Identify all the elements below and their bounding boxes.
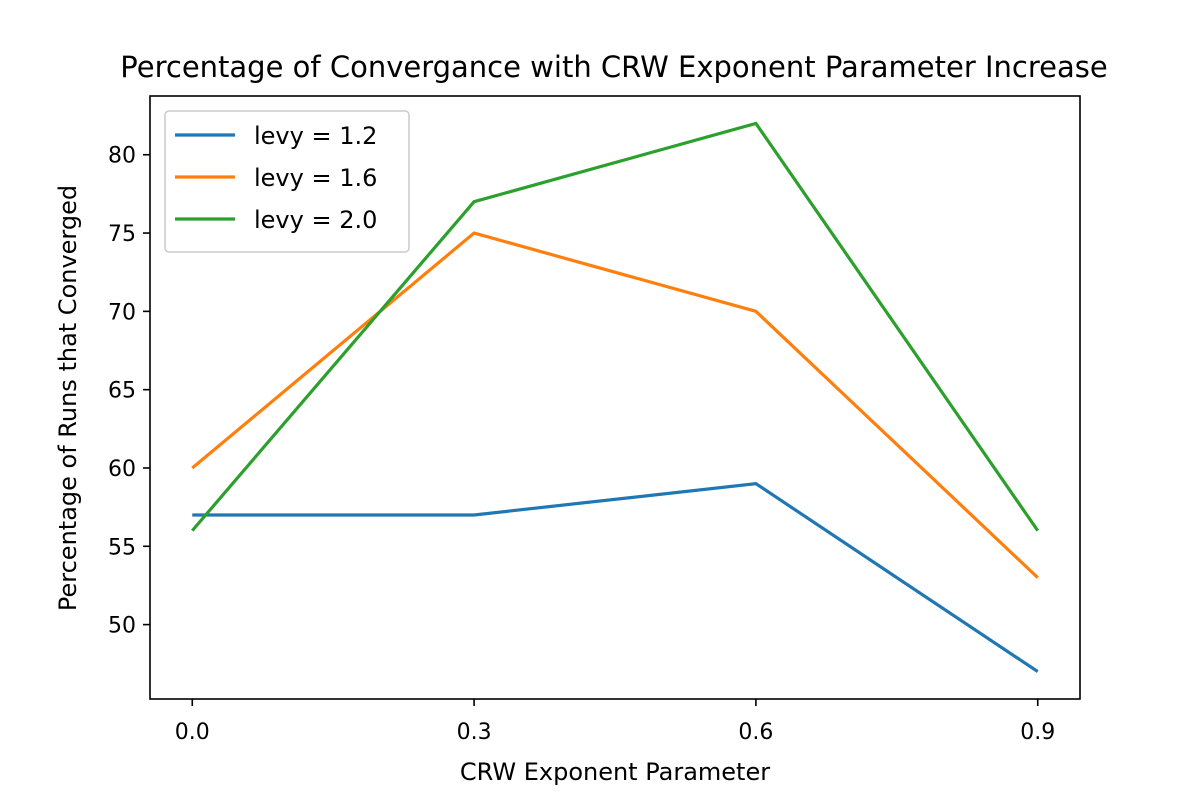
- x-tick-label: 0.6: [738, 720, 773, 745]
- legend: levy = 1.2 levy = 1.6 levy = 2.0: [164, 110, 410, 253]
- x-axis-label: CRW Exponent Parameter: [460, 758, 770, 786]
- y-tick-label: 80: [108, 144, 136, 169]
- plot-frame: [149, 95, 1081, 700]
- legend-label-2: levy = 1.6: [254, 164, 377, 192]
- ticks-layer: 0.0 0.3 0.6 0.9 50 55 60 65 70 75 80: [108, 144, 1055, 745]
- x-tick-label: 0.0: [175, 720, 210, 745]
- x-tick-label: 0.3: [457, 720, 492, 745]
- legend-box: [164, 110, 410, 253]
- legend-label-1: levy = 1.2: [254, 122, 377, 150]
- legend-label-3: levy = 2.0: [254, 206, 377, 234]
- series-layer: [191, 121, 1040, 673]
- y-axis-label: Percentage of Runs that Converged: [54, 185, 82, 611]
- chart-title: Percentage of Convergance with CRW Expon…: [120, 50, 1107, 84]
- series-line-1: [192, 481, 1039, 673]
- y-tick-label: 60: [108, 457, 136, 482]
- y-tick-label: 70: [108, 300, 136, 325]
- y-tick-label: 75: [108, 222, 136, 247]
- y-tick-label: 50: [108, 614, 136, 639]
- series-line-2: [191, 231, 1039, 579]
- x-tick-label: 0.9: [1020, 720, 1055, 745]
- y-tick-label: 55: [108, 535, 136, 560]
- y-tick-label: 65: [108, 379, 136, 404]
- series-line-3: [191, 121, 1040, 532]
